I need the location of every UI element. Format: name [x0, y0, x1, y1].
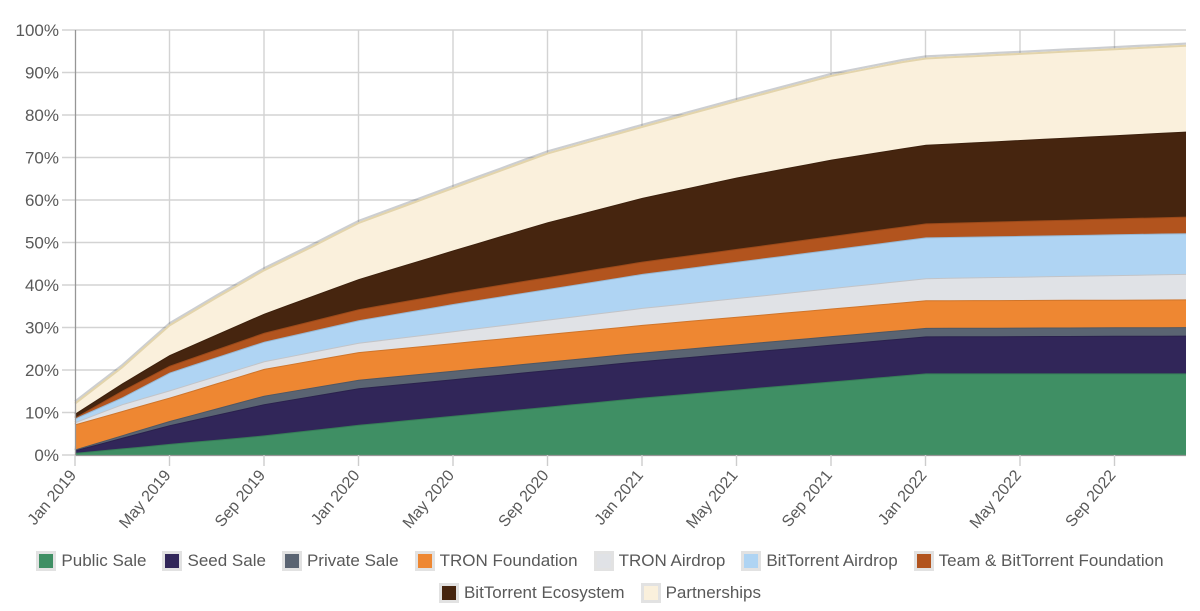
svg-text:20%: 20% [25, 361, 59, 380]
svg-text:10%: 10% [25, 404, 59, 423]
svg-text:70%: 70% [25, 149, 59, 168]
svg-text:40%: 40% [25, 276, 59, 295]
svg-text:100%: 100% [16, 21, 59, 40]
svg-text:0%: 0% [34, 446, 59, 465]
svg-text:90%: 90% [25, 64, 59, 83]
svg-text:50%: 50% [25, 234, 59, 253]
svg-text:30%: 30% [25, 319, 59, 338]
svg-text:80%: 80% [25, 106, 59, 125]
svg-text:60%: 60% [25, 191, 59, 210]
